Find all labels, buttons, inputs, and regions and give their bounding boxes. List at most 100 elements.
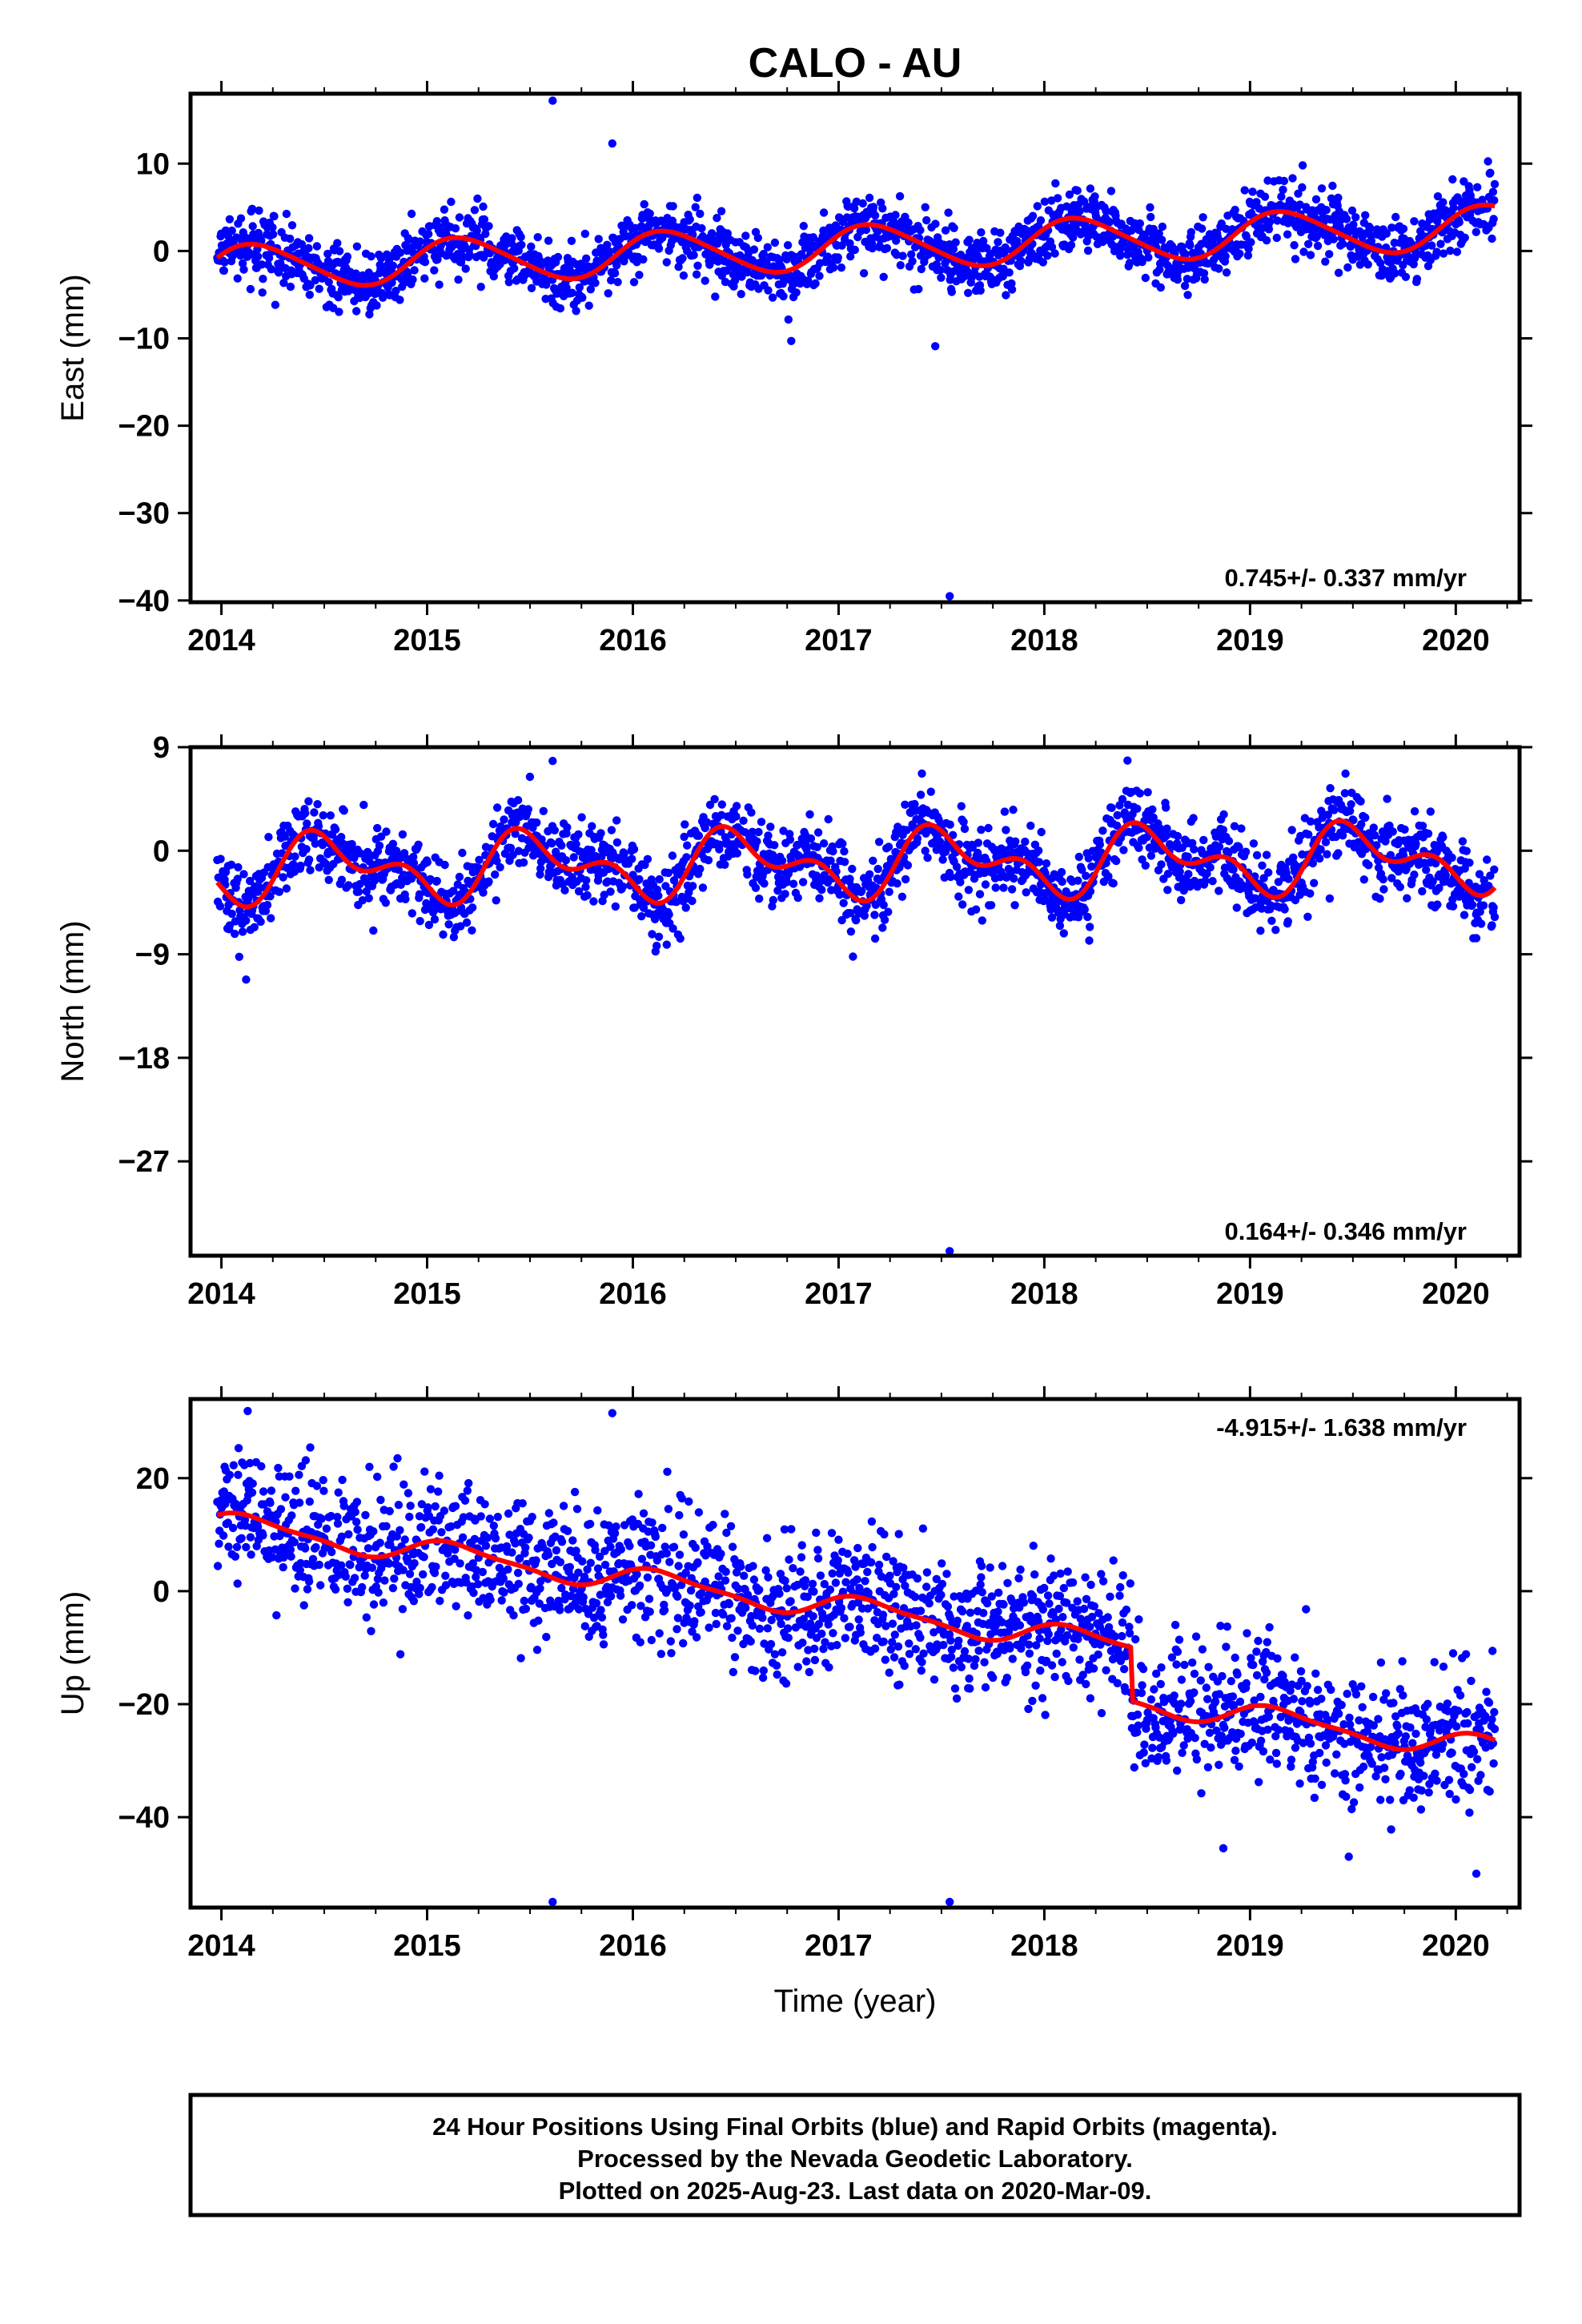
data-point	[1237, 824, 1246, 833]
data-point	[960, 824, 970, 834]
data-point	[1441, 870, 1451, 880]
data-point	[394, 1501, 404, 1510]
data-point	[1021, 837, 1030, 846]
data-point	[518, 1499, 527, 1508]
x-tick-label: 2014	[187, 624, 255, 657]
data-point	[451, 908, 460, 917]
data-point	[1146, 203, 1154, 212]
data-point	[1051, 179, 1060, 188]
data-point	[1388, 827, 1397, 836]
data-point	[1455, 218, 1464, 227]
data-point	[1243, 251, 1253, 260]
data-point	[374, 1588, 383, 1597]
x-tick-label: 2019	[1216, 1277, 1284, 1311]
data-point	[628, 1515, 637, 1524]
data-point	[1288, 174, 1297, 183]
data-point	[455, 213, 464, 222]
data-point	[317, 1514, 326, 1523]
data-point	[607, 1592, 616, 1601]
data-point	[338, 1475, 347, 1485]
data-point	[975, 890, 985, 899]
data-point	[805, 810, 814, 819]
data-point	[1011, 837, 1020, 846]
data-point	[479, 888, 488, 897]
data-point	[654, 932, 664, 942]
data-point	[574, 887, 584, 896]
data-point	[1215, 842, 1224, 851]
data-point	[1134, 843, 1143, 853]
data-point	[359, 800, 368, 810]
data-point	[295, 1566, 304, 1575]
data-point	[852, 197, 861, 206]
data-point	[829, 846, 837, 856]
data-point	[264, 833, 273, 842]
data-point	[295, 1470, 303, 1479]
data-point	[308, 1554, 318, 1564]
data-point	[544, 1550, 553, 1559]
data-point	[361, 1510, 370, 1520]
data-point	[456, 1559, 464, 1568]
data-point	[310, 808, 319, 817]
data-point	[534, 1616, 543, 1625]
data-point	[360, 1571, 369, 1580]
data-point	[579, 1593, 588, 1602]
data-point	[362, 1613, 371, 1622]
outlier-point	[242, 975, 251, 984]
data-point	[563, 823, 572, 832]
data-point	[266, 892, 275, 901]
data-point	[337, 1561, 346, 1570]
data-point	[1264, 868, 1273, 877]
data-point	[1460, 911, 1469, 919]
data-point	[1294, 189, 1303, 198]
data-point	[1177, 895, 1186, 905]
data-point	[1043, 251, 1052, 260]
data-point	[1220, 863, 1230, 872]
data-point	[770, 841, 779, 850]
data-point	[736, 1562, 745, 1571]
data-point	[1366, 223, 1375, 233]
data-point	[282, 209, 291, 219]
data-point	[1399, 224, 1408, 233]
data-point	[616, 1545, 625, 1554]
data-point	[717, 800, 726, 809]
data-point	[662, 940, 671, 949]
data-point	[725, 1599, 734, 1609]
data-point	[1138, 257, 1146, 267]
data-point	[461, 264, 470, 273]
data-point	[838, 839, 847, 848]
data-point	[689, 882, 697, 891]
data-point	[878, 923, 887, 932]
data-point	[1002, 245, 1011, 254]
data-point	[1488, 234, 1496, 243]
data-point	[1431, 858, 1440, 868]
data-point	[692, 270, 701, 279]
data-point	[646, 890, 656, 899]
data-point	[404, 235, 413, 244]
data-point	[420, 274, 429, 283]
data-point	[410, 1558, 419, 1568]
data-point	[1462, 846, 1472, 855]
data-point	[505, 1530, 514, 1539]
data-point	[314, 822, 323, 830]
fit-line	[215, 203, 1496, 288]
data-point	[504, 1509, 513, 1518]
data-point	[227, 860, 236, 870]
data-point	[829, 263, 838, 272]
data-point	[870, 934, 880, 943]
data-point	[768, 850, 777, 859]
data-point	[401, 895, 410, 904]
data-point	[500, 1588, 508, 1597]
data-point	[1410, 806, 1419, 816]
data-point	[1306, 251, 1315, 259]
data-point	[891, 211, 900, 219]
data-point	[1125, 259, 1134, 267]
data-point	[606, 1542, 615, 1551]
data-point	[1428, 877, 1437, 887]
data-point	[572, 1546, 580, 1555]
data-point	[1347, 800, 1355, 809]
data-point	[1199, 835, 1208, 845]
data-point	[353, 1525, 362, 1534]
data-point	[1034, 846, 1043, 855]
data-point	[1448, 175, 1457, 184]
data-point	[950, 223, 958, 232]
